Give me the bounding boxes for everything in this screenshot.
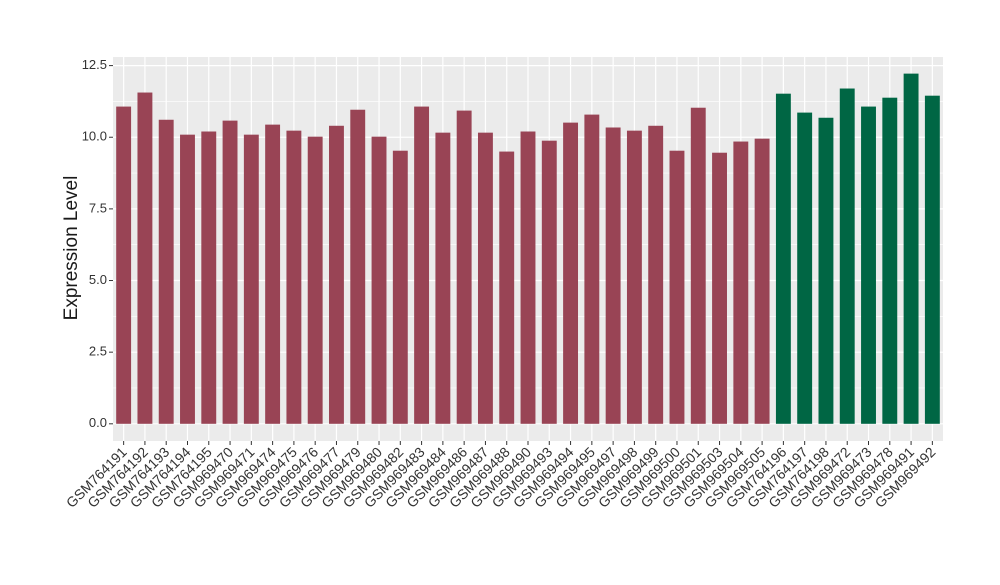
bar bbox=[201, 131, 217, 424]
bar bbox=[818, 117, 834, 424]
bar bbox=[116, 106, 132, 424]
bar bbox=[626, 130, 642, 424]
y-tick-label: 2.5 bbox=[89, 344, 107, 359]
bar bbox=[286, 130, 302, 424]
y-axis-title: Expression Level bbox=[61, 176, 82, 321]
y-tick-label: 10.0 bbox=[82, 129, 107, 144]
bar bbox=[180, 134, 195, 424]
bar bbox=[669, 150, 685, 424]
bar bbox=[243, 134, 259, 424]
bar bbox=[563, 122, 579, 424]
bar bbox=[158, 119, 174, 424]
bar bbox=[456, 110, 472, 424]
bar bbox=[648, 125, 664, 424]
bar bbox=[435, 132, 451, 424]
y-tick-label: 0.0 bbox=[89, 415, 107, 430]
bar bbox=[861, 106, 876, 424]
bar bbox=[775, 93, 791, 424]
bar bbox=[392, 150, 408, 424]
bar bbox=[350, 109, 366, 424]
bar bbox=[605, 127, 621, 424]
bar bbox=[307, 136, 323, 424]
bar bbox=[797, 112, 813, 424]
bar bbox=[882, 97, 898, 424]
bar bbox=[371, 136, 387, 424]
bar bbox=[265, 124, 281, 424]
bar bbox=[903, 73, 919, 424]
bar bbox=[414, 106, 430, 424]
bar bbox=[712, 152, 727, 424]
bar bbox=[222, 120, 238, 424]
bar bbox=[137, 92, 153, 424]
bar bbox=[754, 138, 770, 424]
y-tick-label: 12.5 bbox=[82, 57, 107, 72]
bar bbox=[733, 141, 749, 424]
bar bbox=[477, 132, 493, 424]
bar bbox=[690, 107, 706, 424]
y-tick-label: 5.0 bbox=[89, 272, 107, 287]
bar bbox=[499, 151, 515, 424]
bar bbox=[329, 125, 344, 424]
bar bbox=[541, 140, 557, 424]
y-tick-label: 7.5 bbox=[89, 200, 107, 215]
bar bbox=[584, 114, 600, 424]
bar bbox=[924, 95, 940, 424]
bar bbox=[839, 88, 855, 424]
bar bbox=[520, 131, 536, 424]
